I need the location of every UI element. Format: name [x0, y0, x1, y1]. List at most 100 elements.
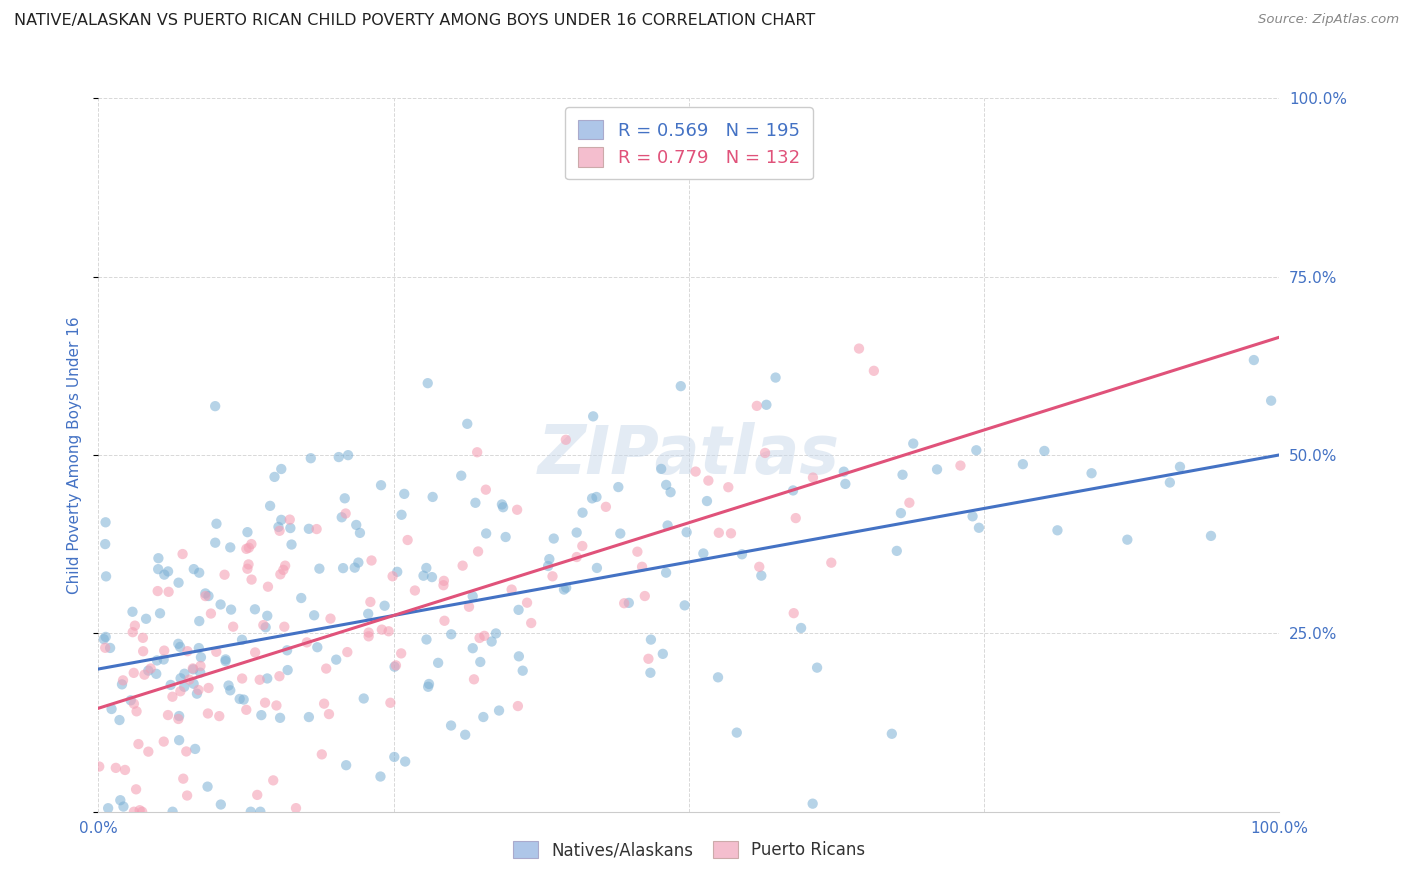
Point: [731, 547, 754, 561]
Point: [707, 525, 730, 540]
Point: [538, 552, 561, 566]
Point: [748, 559, 770, 574]
Point: [98, 640, 121, 655]
Point: [218, 679, 240, 693]
Point: [1199, 529, 1222, 543]
Point: [125, 782, 148, 797]
Point: [347, 556, 370, 570]
Point: [806, 660, 828, 674]
Point: [184, 742, 207, 756]
Point: [110, 793, 132, 807]
Point: [257, 580, 280, 594]
Point: [278, 513, 301, 527]
Point: [782, 483, 804, 498]
Point: [125, 704, 148, 718]
Point: [94, 640, 117, 655]
Point: [263, 470, 285, 484]
Point: [194, 589, 217, 603]
Point: [208, 709, 231, 723]
Point: [232, 692, 254, 706]
Point: [801, 797, 824, 811]
Point: [273, 620, 295, 634]
Point: [337, 448, 360, 462]
Point: [122, 805, 145, 819]
Point: [174, 744, 197, 758]
Text: ZIPatlas: ZIPatlas: [538, 422, 839, 488]
Point: [254, 620, 277, 634]
Point: [461, 589, 484, 603]
Point: [516, 596, 538, 610]
Point: [97, 801, 120, 815]
Point: [197, 780, 219, 794]
Point: [650, 462, 672, 476]
Point: [236, 562, 259, 576]
Point: [1243, 353, 1265, 368]
Point: [626, 544, 648, 558]
Point: [132, 644, 155, 658]
Point: [246, 788, 269, 802]
Point: [135, 612, 157, 626]
Point: [179, 673, 201, 687]
Point: [481, 634, 503, 648]
Point: [270, 513, 292, 527]
Point: [440, 627, 463, 641]
Point: [609, 526, 631, 541]
Point: [651, 647, 673, 661]
Point: [319, 611, 342, 625]
Point: [344, 518, 367, 533]
Point: [925, 462, 948, 476]
Point: [269, 711, 291, 725]
Point: [186, 687, 208, 701]
Point: [108, 713, 131, 727]
Point: [475, 483, 498, 497]
Point: [657, 518, 679, 533]
Point: [631, 559, 654, 574]
Text: NATIVE/ALASKAN VS PUERTO RICAN CHILD POVERTY AMONG BOYS UNDER 16 CORRELATION CHA: NATIVE/ALASKAN VS PUERTO RICAN CHILD POV…: [14, 13, 815, 29]
Point: [153, 567, 176, 582]
Point: [228, 692, 250, 706]
Point: [586, 561, 609, 575]
Point: [685, 465, 707, 479]
Point: [468, 631, 491, 645]
Point: [330, 510, 353, 524]
Point: [415, 632, 437, 647]
Point: [634, 589, 657, 603]
Point: [194, 586, 217, 600]
Point: [94, 630, 117, 644]
Point: [176, 789, 198, 803]
Point: [176, 644, 198, 658]
Point: [121, 625, 143, 640]
Point: [349, 525, 371, 540]
Point: [357, 607, 380, 621]
Point: [148, 562, 170, 576]
Point: [1159, 475, 1181, 490]
Point: [675, 525, 697, 540]
Point: [146, 584, 169, 599]
Point: [302, 608, 325, 623]
Point: [508, 603, 530, 617]
Point: [891, 467, 914, 482]
Point: [290, 591, 312, 605]
Point: [190, 659, 212, 673]
Point: [153, 643, 176, 657]
Point: [269, 524, 291, 538]
Point: [565, 549, 588, 564]
Point: [1046, 524, 1069, 538]
Point: [394, 755, 416, 769]
Point: [314, 697, 336, 711]
Point: [543, 532, 565, 546]
Point: [270, 462, 292, 476]
Point: [111, 677, 134, 691]
Point: [898, 496, 921, 510]
Point: [167, 637, 190, 651]
Point: [420, 570, 443, 584]
Point: [427, 656, 450, 670]
Point: [416, 680, 439, 694]
Point: [219, 541, 242, 555]
Point: [197, 681, 219, 695]
Point: [231, 632, 253, 647]
Point: [139, 661, 162, 675]
Point: [903, 436, 925, 450]
Point: [353, 691, 375, 706]
Point: [235, 703, 257, 717]
